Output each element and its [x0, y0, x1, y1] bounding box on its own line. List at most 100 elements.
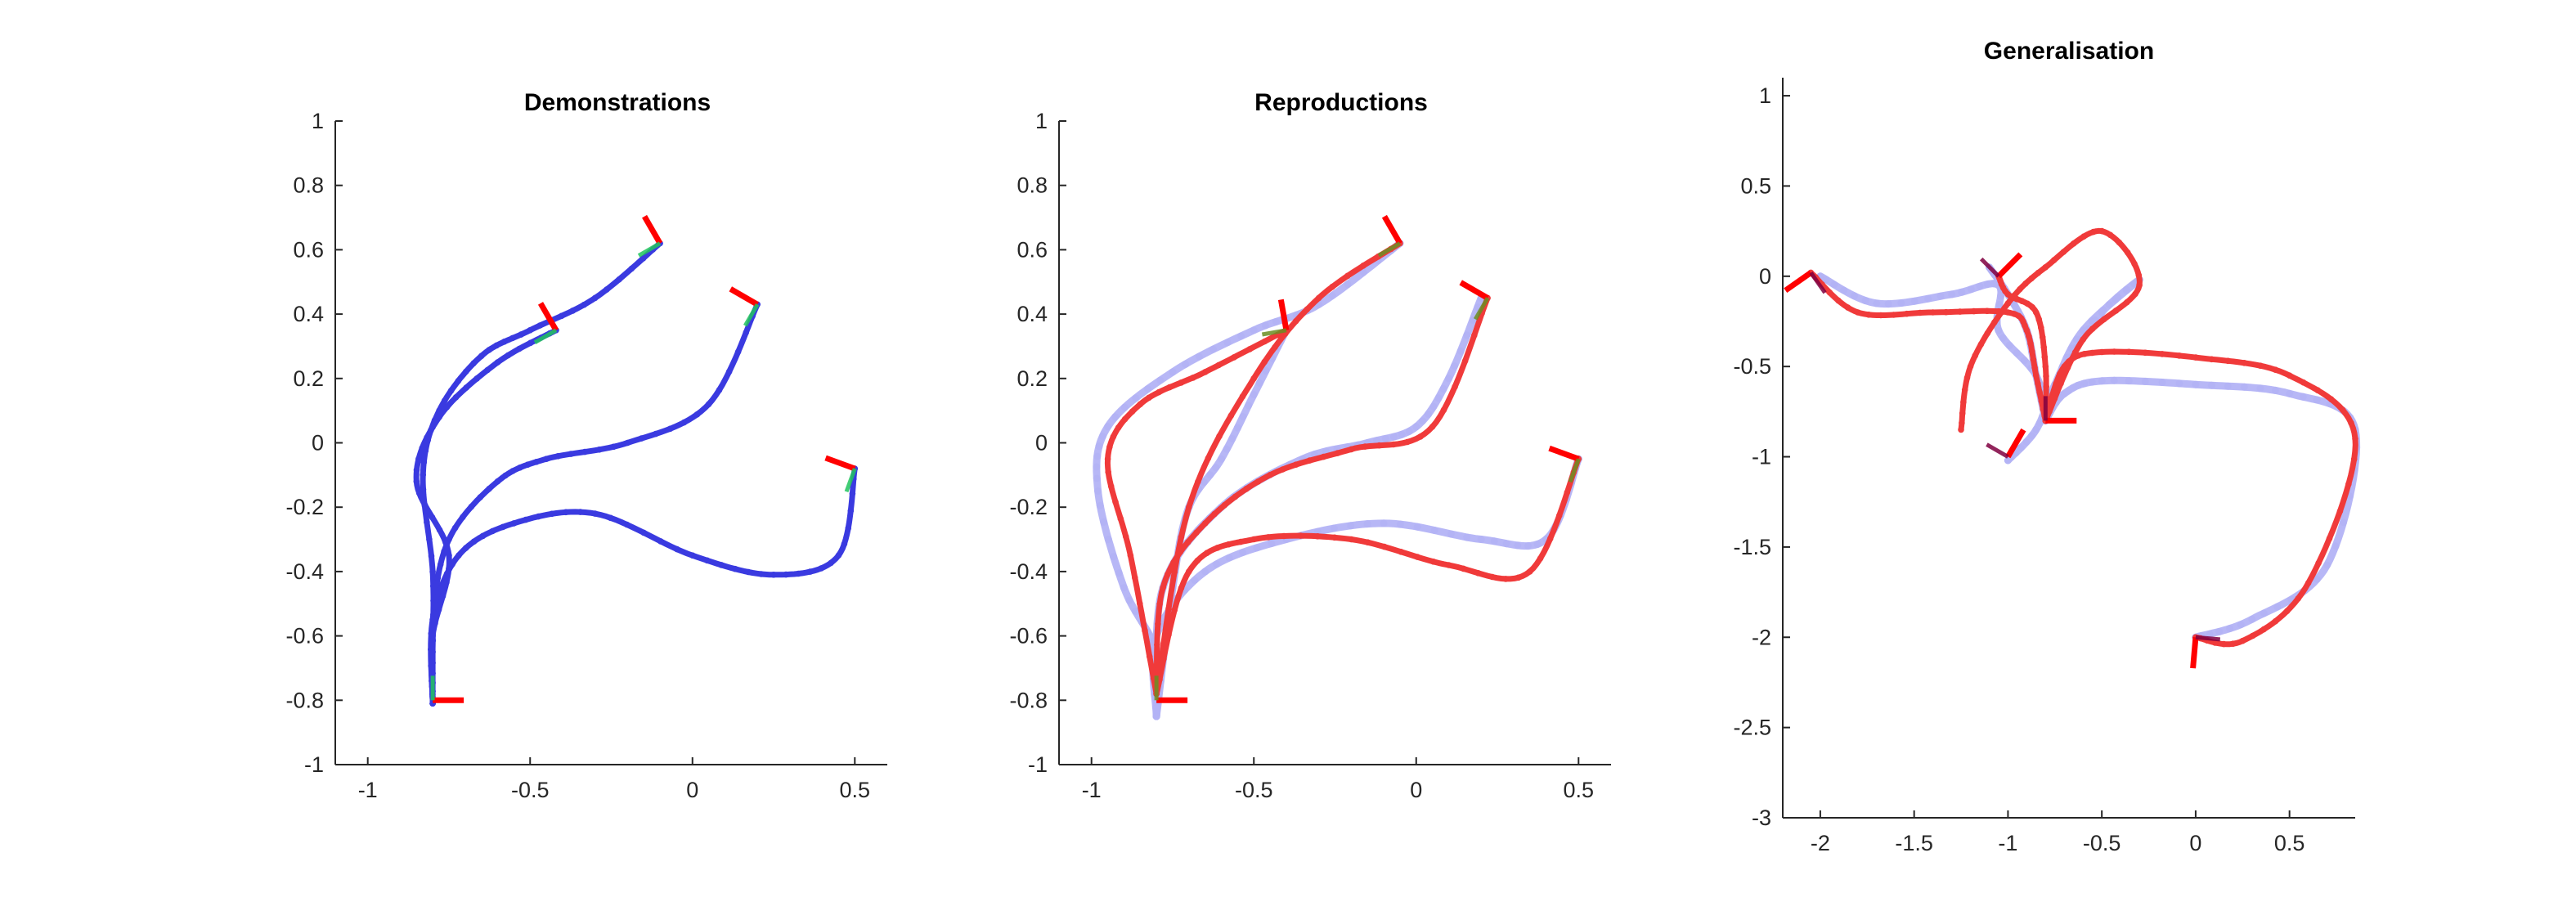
data-point: [1359, 268, 1367, 276]
frame-marker: [1548, 445, 1581, 483]
data-point: [2215, 627, 2224, 635]
data-point: [1265, 534, 1272, 541]
data-point: [1456, 347, 1465, 355]
data-point: [2260, 609, 2268, 617]
series-demo-2: [428, 465, 859, 707]
data-point: [2340, 518, 2347, 527]
data-point: [413, 467, 420, 473]
data-point: [2176, 352, 2183, 359]
data-point: [1564, 489, 1571, 496]
y-tick-label: -0.8: [1009, 688, 1048, 712]
data-point: [2046, 402, 2053, 409]
frame-marker: [430, 675, 464, 703]
data-point: [703, 557, 711, 564]
y-tick-label: 0.2: [293, 366, 324, 391]
data-point: [725, 368, 733, 375]
frame-axis-y: [844, 468, 857, 493]
data-point: [1120, 584, 1128, 592]
data-point: [479, 532, 487, 540]
x-tick-label: -0.5: [511, 778, 550, 802]
y-tick-label: -0.2: [1009, 495, 1048, 519]
data-point: [1826, 289, 1833, 296]
data-point: [1460, 565, 1467, 572]
data-point: [653, 430, 659, 438]
data-point: [1146, 653, 1153, 660]
data-point: [1106, 443, 1113, 451]
data-point: [1110, 553, 1118, 561]
data-point: [554, 453, 562, 460]
data-point: [1146, 394, 1152, 402]
data-point: [2350, 456, 2358, 463]
data-point: [734, 348, 742, 356]
data-point: [604, 286, 610, 293]
frame-axis-y: [1473, 297, 1490, 321]
data-point: [2124, 298, 2130, 306]
data-point: [428, 658, 435, 666]
data-point: [1972, 352, 1978, 359]
data-point: [1213, 560, 1221, 568]
data-point: [2061, 363, 2068, 370]
data-point: [1910, 297, 1919, 305]
y-tick-label: 0.2: [1016, 366, 1048, 391]
data-point: [1924, 294, 1932, 303]
data-point: [1502, 576, 1510, 582]
y-tick-label: 0.6: [1016, 237, 1048, 262]
data-point: [2080, 233, 2087, 240]
data-point: [2033, 309, 2040, 316]
data-point: [1984, 307, 1990, 315]
data-point: [2226, 625, 2234, 633]
data-point: [1861, 297, 1869, 305]
data-point: [2248, 615, 2256, 623]
data-point: [1117, 515, 1124, 522]
data-point: [2005, 341, 2013, 349]
data-point: [1209, 345, 1218, 353]
data-point: [616, 276, 622, 283]
data-point: [591, 510, 599, 517]
data-point: [1250, 391, 1258, 398]
data-point: [628, 265, 635, 272]
data-point: [2022, 280, 2029, 287]
data-point: [1430, 559, 1437, 565]
data-point: [415, 456, 422, 462]
data-point: [1948, 290, 1956, 298]
data-point: [2116, 239, 2123, 246]
data-point: [623, 521, 631, 528]
data-point: [1281, 532, 1287, 540]
data-point: [2229, 640, 2237, 647]
data-point: [2192, 380, 2200, 388]
data-point: [705, 401, 712, 408]
data-point: [2315, 559, 2322, 567]
data-point: [2300, 379, 2307, 386]
frame-axis-y: [743, 303, 760, 327]
data-point: [415, 490, 423, 496]
data-point: [1142, 627, 1148, 634]
data-point: [1218, 455, 1225, 463]
data-point: [424, 434, 430, 441]
data-point: [2042, 363, 2049, 370]
data-point: [2042, 264, 2049, 271]
frame-marker: [1459, 280, 1490, 321]
data-point: [1405, 427, 1413, 435]
frame-axis-y: [2195, 635, 2221, 642]
data-point: [2125, 377, 2133, 385]
data-point: [2272, 617, 2279, 625]
data-point: [640, 529, 647, 536]
data-point: [478, 352, 485, 360]
data-point: [1165, 571, 1171, 578]
data-point: [456, 552, 462, 559]
data-point: [1227, 412, 1235, 420]
data-point: [1998, 309, 2005, 316]
plot-area: [1093, 214, 1582, 720]
chart-generalisation: Generalisation -2 -1.5 -1 -0.5 0 0.5-3-2.5-2-…: [1733, 38, 2361, 855]
frame-axis-y: [1568, 458, 1581, 483]
x-tick-label: -0.5: [1235, 778, 1273, 802]
y-tick-label: -0.6: [1009, 624, 1048, 648]
data-point: [1447, 530, 1455, 538]
data-point: [1958, 288, 1966, 296]
data-point: [2029, 303, 2035, 311]
data-point: [2124, 249, 2131, 256]
data-point: [1835, 297, 1842, 304]
data-point: [1976, 282, 1984, 290]
data-point: [2070, 240, 2077, 247]
